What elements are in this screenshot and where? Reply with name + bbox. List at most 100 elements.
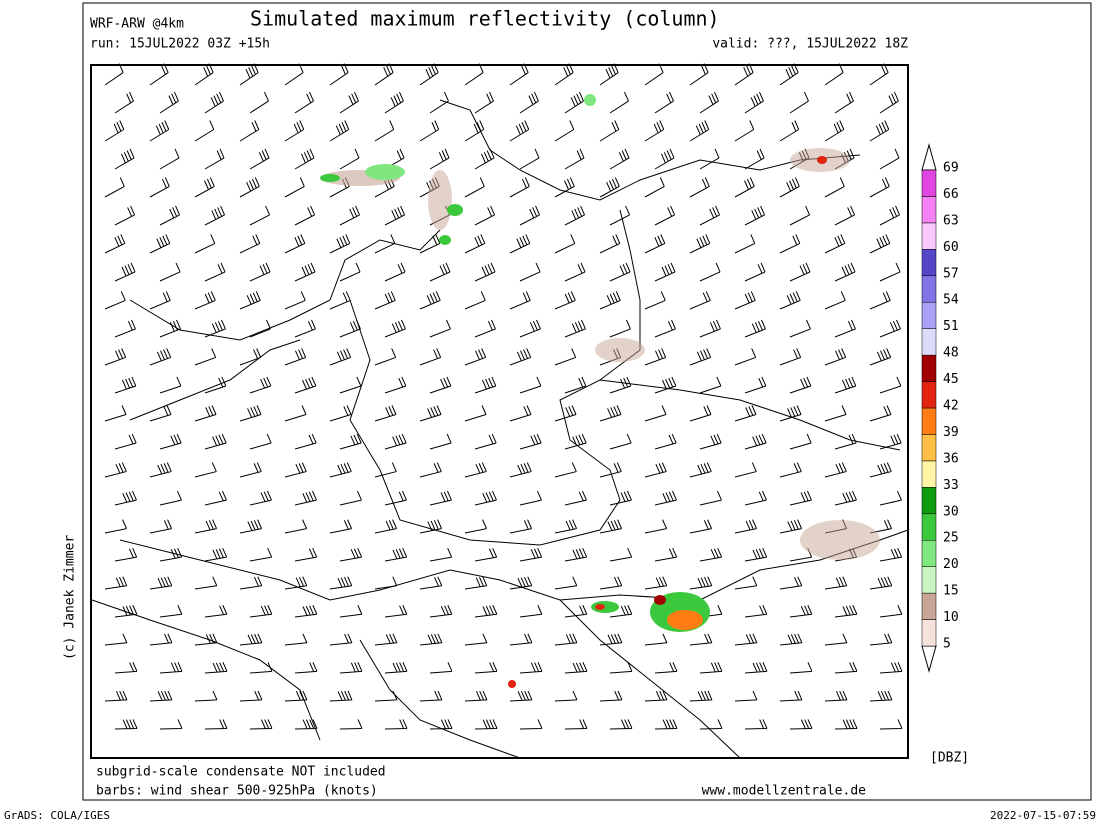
colorbar-swatch xyxy=(921,487,937,515)
barb xyxy=(329,690,353,702)
barb xyxy=(689,348,712,366)
barb xyxy=(239,405,262,422)
barb xyxy=(879,319,901,338)
barb xyxy=(509,177,530,198)
title: Simulated maximum reflectivity (column) xyxy=(250,7,720,31)
barb xyxy=(419,462,442,478)
barb xyxy=(419,519,443,534)
barb xyxy=(194,234,216,254)
colorbar-label: 30 xyxy=(943,504,959,519)
barb xyxy=(644,576,668,590)
barb xyxy=(329,348,352,366)
barb xyxy=(879,148,900,170)
barb xyxy=(564,319,586,338)
barb xyxy=(824,177,845,198)
barb xyxy=(464,690,488,702)
barb xyxy=(824,405,847,422)
barb xyxy=(249,91,269,114)
barb xyxy=(789,662,813,674)
barb xyxy=(869,177,890,198)
valid-label: valid: ???, 15JUL2022 18Z xyxy=(712,37,908,52)
barb xyxy=(744,719,768,730)
barb xyxy=(294,433,317,450)
colorbar-swatch xyxy=(921,328,937,356)
barb xyxy=(689,576,713,590)
barb xyxy=(519,719,543,730)
barb xyxy=(104,690,128,702)
barb xyxy=(834,262,856,282)
barb xyxy=(474,376,497,394)
barb xyxy=(149,576,173,590)
barb xyxy=(284,462,307,478)
barb xyxy=(779,690,803,702)
barb xyxy=(384,262,406,282)
barb xyxy=(869,462,892,478)
barb xyxy=(339,376,362,394)
barb xyxy=(554,462,577,478)
barb xyxy=(834,662,858,674)
colorbar-label: 20 xyxy=(943,557,959,572)
barb xyxy=(554,120,575,142)
barb xyxy=(744,490,767,506)
barb xyxy=(339,547,363,562)
barb xyxy=(699,148,720,170)
barb xyxy=(194,633,218,646)
barb xyxy=(609,91,629,114)
barb xyxy=(114,605,138,618)
map-frame xyxy=(90,64,909,759)
barb xyxy=(239,519,263,534)
barb xyxy=(699,719,723,730)
barb xyxy=(564,605,588,618)
barb xyxy=(294,547,318,562)
colorbar: 5 10 15 20 25 30 33 36 39 42 45 48 51 54 57 60 63 66 69 xyxy=(921,143,959,673)
barb xyxy=(779,576,803,590)
barb xyxy=(429,91,449,114)
barb xyxy=(509,348,532,366)
barb xyxy=(204,91,224,114)
barb xyxy=(374,690,398,702)
barb xyxy=(654,662,678,674)
barb xyxy=(239,348,262,366)
barb xyxy=(644,234,666,254)
barb xyxy=(744,262,766,282)
barb xyxy=(239,633,263,646)
barb xyxy=(339,719,363,730)
barb xyxy=(239,177,260,198)
barb xyxy=(429,662,453,674)
barb xyxy=(249,433,272,450)
run-label: run: 15JUL2022 03Z +15h xyxy=(90,37,270,52)
barb xyxy=(114,262,136,282)
barb xyxy=(114,205,136,226)
barb xyxy=(339,148,360,170)
barb xyxy=(554,63,574,86)
barb xyxy=(599,177,620,198)
barb xyxy=(834,490,857,506)
barb xyxy=(554,633,578,646)
model-label: WRF-ARW @4km xyxy=(90,17,184,32)
barb xyxy=(384,662,408,674)
barb xyxy=(284,234,306,254)
barb xyxy=(464,462,487,478)
barb xyxy=(239,690,263,702)
colorbar-label: 66 xyxy=(943,187,959,202)
barb xyxy=(689,519,713,534)
barb xyxy=(429,605,453,618)
barb xyxy=(384,433,407,450)
barb xyxy=(104,291,126,310)
barb xyxy=(204,662,228,674)
barb xyxy=(114,547,138,562)
colorbar-label: 25 xyxy=(943,531,959,546)
barb xyxy=(249,605,273,618)
barb xyxy=(824,462,847,478)
barb xyxy=(824,348,847,366)
barb xyxy=(879,547,903,562)
barb xyxy=(204,433,227,450)
barb xyxy=(329,519,353,534)
barb xyxy=(789,490,812,506)
barb xyxy=(599,405,622,422)
barb xyxy=(699,433,722,450)
barb xyxy=(734,348,757,366)
barb xyxy=(509,633,533,646)
barb xyxy=(294,662,318,674)
barb xyxy=(509,234,531,254)
